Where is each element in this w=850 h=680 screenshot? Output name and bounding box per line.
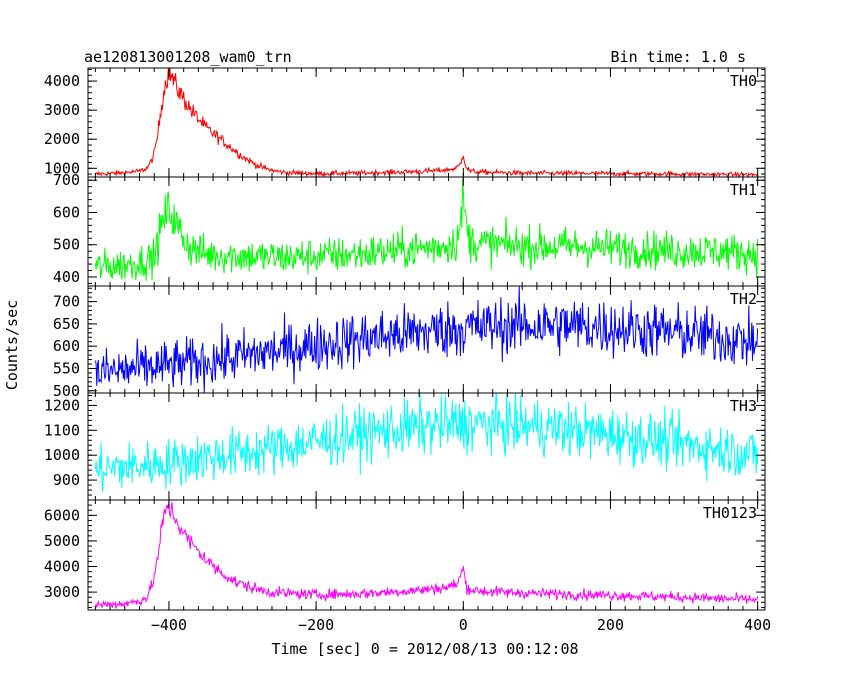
y-tick-label: 900 bbox=[53, 471, 80, 489]
y-tick-label: 1200 bbox=[44, 396, 80, 414]
y-tick-label: 550 bbox=[53, 359, 80, 377]
y-axis-label: Counts/sec bbox=[3, 300, 21, 390]
y-tick-label: 5000 bbox=[44, 532, 80, 550]
y-tick-label: 500 bbox=[53, 382, 80, 400]
series-line-th2 bbox=[94, 286, 759, 393]
y-tick-label: 400 bbox=[53, 268, 80, 286]
x-tick-label: 200 bbox=[597, 616, 624, 634]
y-tick-label: 4000 bbox=[44, 72, 80, 90]
y-tick-label: 6000 bbox=[44, 506, 80, 524]
panel-frame-th3 bbox=[87, 392, 766, 501]
panel-frame-th0 bbox=[87, 67, 766, 178]
panel-frame-th0123 bbox=[87, 499, 766, 611]
panel-frame-th1 bbox=[87, 176, 766, 287]
y-tick-label: 1100 bbox=[44, 421, 80, 439]
series-line-th0 bbox=[95, 68, 759, 177]
x-tick-label: −200 bbox=[298, 616, 334, 634]
x-tick-label: 400 bbox=[744, 616, 771, 634]
panel-label-th1: TH1 bbox=[730, 181, 757, 199]
series-line-th0123 bbox=[94, 501, 759, 609]
y-tick-label: 700 bbox=[53, 171, 80, 189]
x-axis-label: Time [sec] 0 = 2012/08/13 00:12:08 bbox=[271, 640, 578, 658]
y-tick-label: 3000 bbox=[44, 583, 80, 601]
x-tick-label: 0 bbox=[459, 616, 468, 634]
panel-label-th3: TH3 bbox=[730, 397, 757, 415]
y-tick-label: 4000 bbox=[44, 558, 80, 576]
y-tick-label: 2000 bbox=[44, 130, 80, 148]
y-tick-label: 600 bbox=[53, 203, 80, 221]
panel-label-th0123: TH0123 bbox=[703, 504, 757, 522]
y-tick-label: 600 bbox=[53, 337, 80, 355]
y-tick-label: 1000 bbox=[44, 446, 80, 464]
chart-title: ae120813001208_wam0_trn bbox=[84, 48, 292, 66]
y-tick-label: 700 bbox=[53, 293, 80, 311]
bin-time-label: Bin time: 1.0 s bbox=[611, 48, 746, 66]
y-tick-label: 1000 bbox=[44, 159, 80, 177]
y-tick-label: 3000 bbox=[44, 101, 80, 119]
x-tick-label: −400 bbox=[151, 616, 187, 634]
series-line-th1 bbox=[94, 179, 759, 281]
panel-label-th0: TH0 bbox=[730, 72, 757, 90]
y-tick-label: 650 bbox=[53, 315, 80, 333]
series-line-th3 bbox=[94, 393, 759, 492]
y-tick-label: 500 bbox=[53, 236, 80, 254]
panel-label-th2: TH2 bbox=[730, 290, 757, 308]
